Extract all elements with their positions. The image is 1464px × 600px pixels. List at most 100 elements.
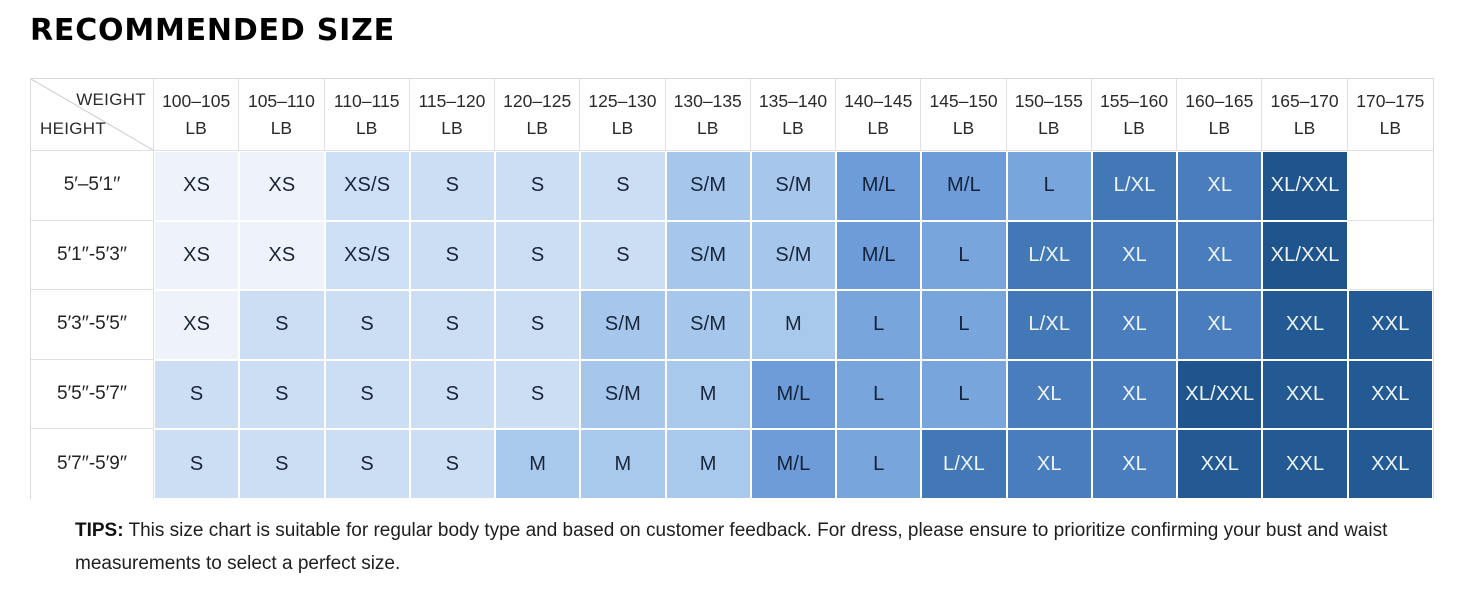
size-cell: S bbox=[409, 290, 496, 360]
size-cell: S bbox=[409, 429, 496, 499]
size-cell: XS bbox=[154, 151, 240, 221]
weight-range-label: 130–135 bbox=[673, 91, 742, 112]
size-cell: S/M bbox=[750, 151, 837, 221]
size-cell: S bbox=[495, 151, 581, 221]
size-cell: XS bbox=[239, 220, 325, 291]
weight-range-label: 120–125 bbox=[503, 91, 572, 112]
weight-unit-label: LB bbox=[1038, 117, 1060, 138]
weight-range-label: 145–150 bbox=[929, 91, 998, 112]
page-title: RECOMMENDED SIZE bbox=[30, 13, 395, 48]
weight-range-label: 170–175 bbox=[1356, 91, 1425, 112]
height-row-label: 5′–5′1′′ bbox=[31, 151, 154, 221]
weight-column-header: 170–175 LB bbox=[1347, 79, 1433, 151]
weight-unit-label: LB bbox=[952, 117, 975, 138]
weight-unit-label: LB bbox=[270, 117, 293, 138]
weight-range-label: 140–145 bbox=[844, 91, 913, 112]
size-cell: XXL bbox=[1177, 429, 1263, 499]
weight-unit-label: LB bbox=[611, 117, 634, 138]
height-row-label: 5′3′′-5′5′′ bbox=[31, 290, 154, 360]
size-cell: L/XL bbox=[1006, 220, 1092, 291]
empty-cell bbox=[1347, 220, 1433, 291]
size-cell: L bbox=[836, 290, 922, 360]
weight-column-header: 130–135 LB bbox=[665, 79, 751, 151]
size-cell: XS/S bbox=[324, 151, 410, 221]
weight-column-header: 120–125 LB bbox=[495, 79, 581, 151]
height-row-label: 5′1′′-5′3′′ bbox=[31, 220, 154, 291]
weight-column-header: 110–115 LB bbox=[324, 79, 410, 151]
size-cell: S bbox=[580, 220, 666, 291]
weight-range-label: 150–155 bbox=[1014, 91, 1083, 112]
size-table: WEIGHT HEIGHT 100–105 LB 105–110 LB 110–115 L… bbox=[30, 78, 1434, 499]
size-cell: S bbox=[409, 220, 496, 291]
weight-unit-label: LB bbox=[1293, 117, 1316, 138]
size-cell: S/M bbox=[665, 151, 751, 221]
size-cell: XXL bbox=[1262, 429, 1348, 499]
size-cell: S bbox=[239, 359, 325, 430]
size-cell: S/M bbox=[580, 290, 666, 360]
size-cell: XL bbox=[1091, 290, 1178, 360]
size-cell: L/XL bbox=[921, 429, 1007, 499]
weight-range-label: 165–170 bbox=[1270, 91, 1339, 112]
weight-range-label: 135–140 bbox=[758, 91, 828, 112]
size-cell: XL bbox=[1091, 429, 1178, 499]
size-cell: XS bbox=[154, 220, 240, 291]
weight-column-header: 140–145 LB bbox=[836, 79, 922, 151]
size-cell: M bbox=[665, 359, 751, 430]
weight-column-header: 160–165 LB bbox=[1177, 79, 1263, 151]
size-cell: XS/S bbox=[324, 220, 410, 291]
weight-range-label: 160–165 bbox=[1185, 91, 1254, 112]
size-cell: S bbox=[154, 359, 240, 430]
size-cell: M/L bbox=[921, 151, 1007, 221]
size-cell: L bbox=[836, 429, 922, 499]
size-cell: XL bbox=[1091, 220, 1178, 291]
tips-note: TIPS: This size chart is suitable for re… bbox=[75, 514, 1405, 580]
size-cell: M/L bbox=[750, 429, 837, 499]
size-cell: XXL bbox=[1347, 290, 1433, 360]
weight-unit-label: LB bbox=[697, 117, 719, 138]
weight-unit-label: LB bbox=[782, 117, 804, 138]
size-cell: S bbox=[409, 151, 496, 221]
weight-column-header: 150–155 LB bbox=[1006, 79, 1092, 151]
weight-unit-label: LB bbox=[1379, 117, 1402, 138]
weight-range-label: 155–160 bbox=[1099, 91, 1169, 112]
weight-unit-label: LB bbox=[185, 117, 207, 138]
size-cell: XXL bbox=[1347, 359, 1433, 430]
size-cell: XL bbox=[1091, 359, 1178, 430]
weight-column-header: 155–160 LB bbox=[1091, 79, 1178, 151]
size-cell: L bbox=[836, 359, 922, 430]
size-cell: S/M bbox=[665, 220, 751, 291]
size-cell: S/M bbox=[750, 220, 837, 291]
tips-text: This size chart is suitable for regular … bbox=[75, 520, 1388, 574]
weight-range-label: 115–120 bbox=[418, 91, 486, 112]
weight-axis-label: WEIGHT bbox=[76, 90, 146, 109]
size-cell: S bbox=[324, 359, 410, 430]
size-cell: S bbox=[239, 429, 325, 499]
size-cell: XL/XXL bbox=[1262, 151, 1348, 221]
size-cell: M bbox=[750, 290, 837, 360]
size-cell: XL bbox=[1006, 429, 1092, 499]
size-cell: S bbox=[495, 290, 581, 360]
size-cell: XL bbox=[1177, 151, 1263, 221]
weight-column-header: 125–130 LB bbox=[580, 79, 666, 151]
size-cell: XL/XXL bbox=[1177, 359, 1263, 430]
size-cell: L/XL bbox=[1006, 290, 1092, 360]
size-cell: M/L bbox=[750, 359, 837, 430]
weight-column-header: 100–105 LB bbox=[154, 79, 240, 151]
weight-column-header: 115–120 LB bbox=[409, 79, 496, 151]
weight-column-header: 135–140 LB bbox=[750, 79, 837, 151]
weight-range-label: 125–130 bbox=[588, 91, 657, 112]
size-cell: L/XL bbox=[1091, 151, 1178, 221]
size-cell: S bbox=[580, 151, 666, 221]
size-cell: S bbox=[154, 429, 240, 499]
size-cell: XL/XXL bbox=[1262, 220, 1348, 291]
size-cell: XXL bbox=[1347, 429, 1433, 499]
size-cell: L bbox=[1006, 151, 1092, 221]
corner-header-cell: WEIGHT HEIGHT bbox=[31, 79, 154, 151]
weight-range-label: 100–105 bbox=[162, 91, 231, 112]
empty-cell bbox=[1347, 151, 1433, 221]
height-axis-label: HEIGHT bbox=[40, 119, 107, 138]
size-cell: S bbox=[409, 359, 496, 430]
size-cell: M bbox=[580, 429, 666, 499]
size-cell: L bbox=[921, 290, 1007, 360]
size-cell: M/L bbox=[836, 220, 922, 291]
